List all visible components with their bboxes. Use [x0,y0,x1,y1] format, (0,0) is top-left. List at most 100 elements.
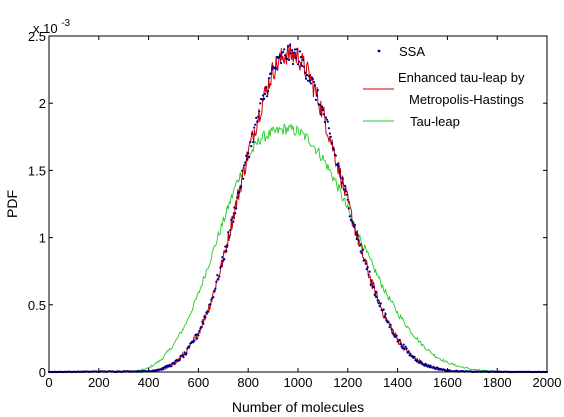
ssa-point [306,79,310,82]
ssa-point [345,193,348,196]
ssa-point [225,250,228,253]
ssa-point [213,289,216,292]
ssa-point [236,196,239,199]
ssa-point [351,222,354,225]
ssa-point [291,62,295,66]
ssa-point [250,145,253,148]
ssa-point [215,280,218,283]
ssa-point [367,273,370,276]
ssa-point [257,115,260,118]
ssa-point [241,169,244,172]
ssa-point [365,268,368,271]
ssa-point [244,161,247,164]
ssa-point [379,302,382,305]
ssa-point [265,86,268,89]
ssa-point [267,90,270,93]
ssa-point [227,231,230,234]
ssa-point [200,326,203,329]
y-tick-label: 1.5 [28,163,46,178]
ssa-point [321,109,324,112]
ssa-point [340,182,343,185]
ssa-point [289,52,293,55]
ssa-point [256,120,259,123]
ssa-point [377,302,380,305]
ssa-point [268,77,271,80]
ssa-point [170,365,173,368]
ssa-point [186,347,189,350]
ssa-point [307,75,311,78]
x-tick-label: 2000 [533,375,562,390]
ssa-point [220,265,223,268]
ssa-point [378,305,381,308]
ssa-point [389,323,392,326]
ssa-point [322,113,325,116]
ssa-point [181,354,184,357]
ssa-point [284,54,287,57]
ssa-point [201,320,204,323]
ssa-point [226,244,229,247]
ssa-point [392,333,395,336]
ssa-point [400,345,403,348]
ssa-point [218,275,221,278]
ssa-point [347,207,350,210]
ssa-point [248,156,251,159]
ssa-point [197,334,200,337]
x-tick-label: 800 [237,375,259,390]
ssa-point [395,334,398,337]
ssa-point [337,165,340,168]
ssa-point [282,51,285,54]
ssa-point [255,116,258,119]
x-tick-label: 600 [188,375,210,390]
ssa-point [295,48,299,51]
ssa-point [290,49,294,52]
x-axis-label: Number of molecules [232,399,364,415]
ssa-point [343,184,346,187]
ssa-point [338,170,341,173]
ssa-point [376,299,379,302]
ssa-point [183,351,186,354]
ssa-point [370,279,373,282]
y-tick-label: 0 [39,365,46,380]
ssa-point [212,296,215,299]
ssa-point [264,92,267,95]
ssa-point [327,127,330,130]
ssa-point [318,103,321,106]
x-tick-label: 1200 [333,375,362,390]
ssa-point [324,116,327,119]
ssa-point [224,245,227,248]
ssa-point [407,350,410,353]
ssa-point [424,362,427,365]
x-tick-label: 1000 [284,375,313,390]
legend-entry-enhanced: Enhanced tau-leap by Metropolis-Hastings [363,70,525,107]
ssa-point [325,118,328,121]
ssa-point [356,234,359,237]
ssa-point [402,343,405,346]
ssa-point [383,315,386,318]
ssa-point [262,94,265,97]
ssa-point [275,67,278,70]
ssa-point [242,177,245,180]
ssa-point [216,274,219,277]
ssa-point [223,258,226,261]
x-tick-label: 200 [88,375,110,390]
ssa-point [293,48,297,51]
ssa-point [165,366,168,369]
ssa-point [198,329,201,332]
ssa-point [363,258,366,261]
ssa-point [320,105,323,108]
ssa-point [245,154,248,157]
plot-frame [48,35,548,373]
ssa-point [326,120,329,123]
ssa-point [229,229,232,232]
ssa-point [304,77,308,80]
ssa-point [368,270,371,273]
ssa-point [261,98,264,101]
ssa-point [342,188,345,191]
ssa-point [413,355,416,358]
ssa-point [233,206,236,209]
ssa-point [348,215,351,218]
ssa-point [359,250,362,253]
ssa-point [398,338,401,341]
ssa-point [436,366,439,369]
ssa-point [346,198,349,201]
